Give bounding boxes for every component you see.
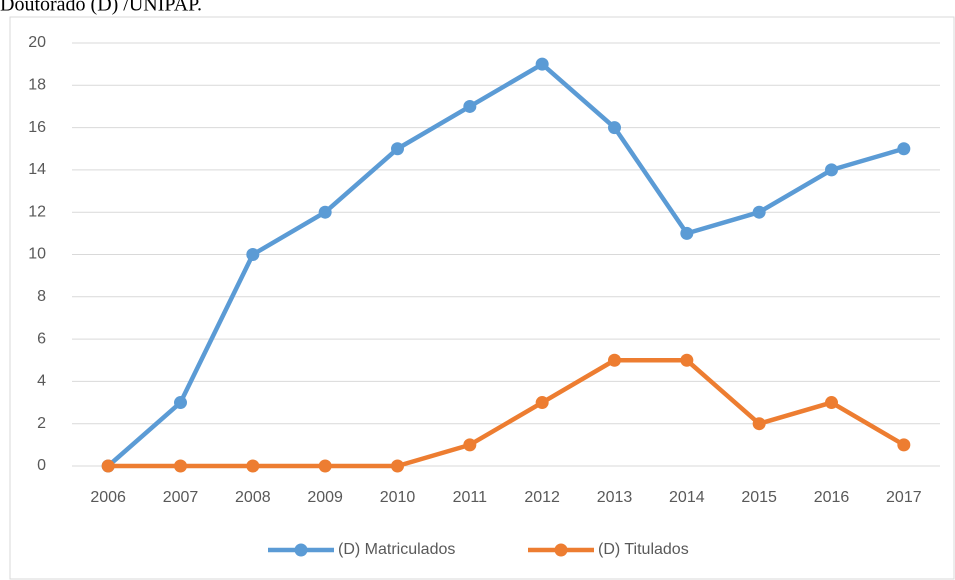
x-tick-label: 2007: [163, 489, 199, 506]
data-point: [391, 459, 404, 473]
y-tick-label: 4: [37, 373, 46, 390]
y-tick-label: 12: [28, 203, 46, 220]
data-point: [608, 353, 621, 367]
legend-label: (D) Matriculados: [338, 541, 455, 558]
data-point: [246, 248, 260, 261]
data-point: [825, 163, 838, 177]
data-point: [463, 438, 477, 452]
legend-marker: [554, 543, 568, 557]
y-tick-label: 10: [28, 246, 46, 263]
x-tick-label: 2011: [453, 489, 488, 506]
data-point: [608, 121, 621, 135]
y-tick-label: 20: [28, 34, 46, 51]
y-tick-label: 16: [28, 119, 46, 136]
data-point: [825, 396, 838, 410]
data-point: [174, 459, 187, 473]
chart-title: Doutorado (D) /UNIPAP.: [0, 0, 202, 16]
data-point: [246, 459, 260, 473]
data-point: [897, 438, 911, 452]
x-tick-label: 2012: [524, 489, 560, 506]
y-tick-label: 0: [37, 457, 46, 474]
data-point: [752, 205, 766, 219]
series-line: [108, 358, 905, 469]
data-point: [391, 142, 404, 156]
data-point: [318, 205, 332, 219]
chart-border: [9, 16, 955, 580]
x-tick-label: 2013: [597, 489, 633, 506]
x-tick-label: 2009: [307, 489, 343, 506]
y-tick-label: 6: [37, 330, 46, 347]
legend-marker: [294, 543, 308, 557]
y-tick-label: 18: [28, 77, 46, 94]
data-point: [318, 459, 332, 473]
y-tick-label: 2: [37, 415, 46, 432]
series-line: [106, 61, 905, 468]
data-point: [752, 417, 766, 431]
x-tick-label: 2014: [669, 489, 705, 506]
y-tick-label: 8: [37, 288, 46, 305]
x-tick-label: 2017: [886, 489, 922, 506]
data-point: [680, 226, 694, 240]
data-point: [101, 459, 115, 473]
data-point: [897, 142, 911, 156]
data-point: [680, 353, 694, 367]
x-tick-label: 2015: [741, 489, 777, 506]
data-point: [174, 396, 187, 410]
x-tick-label: 2016: [814, 489, 850, 506]
data-point: [535, 396, 549, 410]
x-tick-label: 2010: [380, 489, 416, 506]
legend-label: (D) Titulados: [598, 541, 689, 558]
x-tick-label: 2006: [90, 489, 126, 506]
y-tick-label: 14: [28, 161, 46, 178]
x-tick-label: 2008: [235, 489, 271, 506]
data-point: [535, 57, 549, 71]
data-point: [463, 99, 477, 113]
